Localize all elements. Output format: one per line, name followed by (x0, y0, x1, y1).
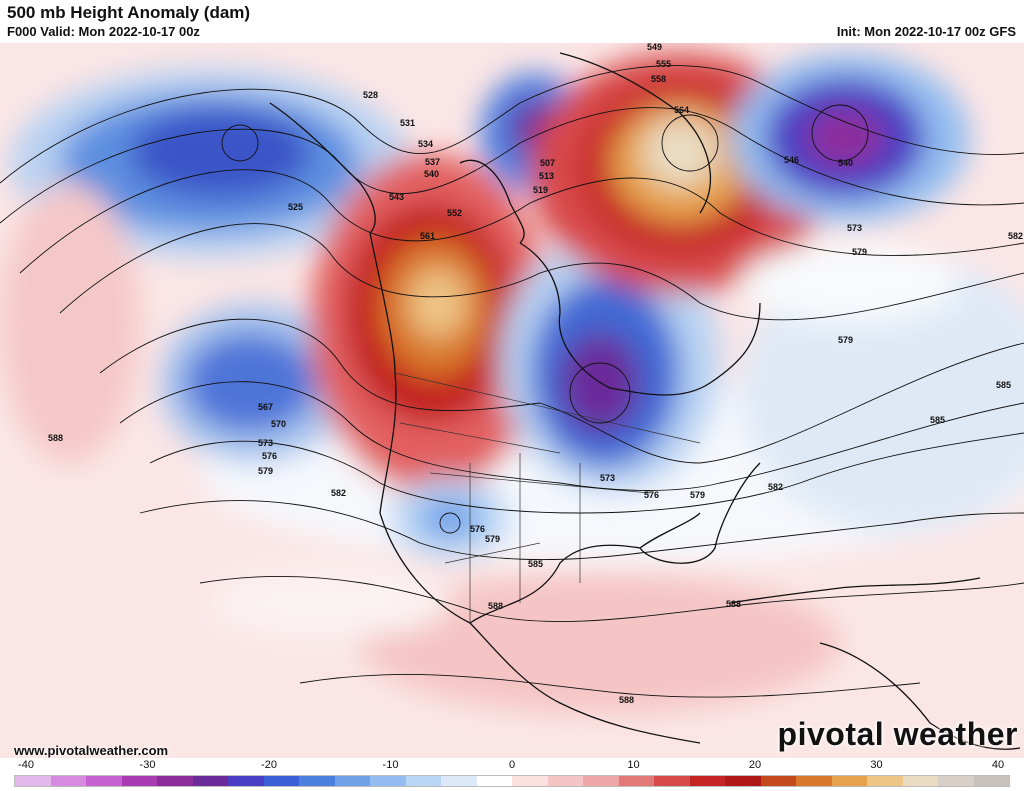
colorbar-segment (157, 776, 193, 786)
contour-label: 588 (619, 695, 634, 705)
contour-label: 540 (838, 158, 853, 168)
colorbar-segment (938, 776, 974, 786)
contour-label: 573 (847, 223, 862, 233)
contour-label: 588 (488, 601, 503, 611)
contour-label: 507 (540, 158, 555, 168)
contour-label: 534 (418, 139, 433, 149)
colorbar-segment (86, 776, 122, 786)
colorbar: -40 -30 -20 -10 0 10 20 30 40 (14, 758, 1010, 791)
contour-label: 567 (258, 402, 273, 412)
contour-label: 549 (647, 43, 662, 52)
contour-label: 555 (656, 59, 671, 69)
init-time: Init: Mon 2022-10-17 00z GFS (836, 24, 1016, 39)
contour-label: 579 (852, 247, 867, 257)
colorbar-segment (867, 776, 903, 786)
colorbar-segment (15, 776, 51, 786)
colorbar-tick-label: 40 (991, 759, 1005, 771)
contour-label: 519 (533, 185, 548, 195)
colorbar-segment (476, 776, 512, 786)
contour-label: 582 (1008, 231, 1023, 241)
contour-label: 570 (271, 419, 286, 429)
colorbar-tick-label: 20 (748, 759, 762, 771)
colorbar-segment (689, 776, 725, 786)
contour-label: 531 (400, 118, 415, 128)
colorbar-tick-label: -30 (139, 759, 156, 771)
colorbar-tick-label: 0 (508, 759, 516, 771)
contour-label: 585 (528, 559, 543, 569)
site-url: www.pivotalweather.com (14, 743, 169, 758)
contour-label: 579 (258, 466, 273, 476)
contour-label: 528 (363, 90, 378, 100)
contour-label: 513 (539, 171, 554, 181)
colorbar-segment (902, 776, 938, 786)
brand-logo: pivotal weather (777, 716, 1018, 752)
colorbar-segment (299, 776, 335, 786)
colorbar-segment (654, 776, 690, 786)
contour-label: 576 (262, 451, 277, 461)
colorbar-tick-label: 30 (870, 759, 883, 771)
valid-time: F000 Valid: Mon 2022-10-17 00z (7, 24, 200, 39)
contour-label: 561 (420, 231, 435, 241)
contour-label: 576 (644, 490, 659, 500)
contour-label: 543 (389, 192, 404, 202)
colorbar-segment (405, 776, 441, 786)
colorbar-segment (760, 776, 796, 786)
contour-label: 582 (331, 488, 346, 498)
contour-label: 537 (425, 157, 440, 167)
colorbar-segment (512, 776, 548, 786)
colorbar-tick-label: -40 (18, 759, 34, 771)
colorbar-segment (831, 776, 867, 786)
contour-label: 546 (784, 155, 799, 165)
contour-label: 585 (996, 380, 1011, 390)
colorbar-segment (441, 776, 477, 786)
colorbar-segment (583, 776, 619, 786)
colorbar-segment (370, 776, 406, 786)
colorbar-segment (725, 776, 761, 786)
contour-label: 573 (600, 473, 615, 483)
colorbar-ticks: -40 -30 -20 -10 0 10 20 30 40 (14, 758, 1010, 774)
map-title: 500 mb Height Anomaly (dam) (7, 3, 251, 22)
contour-label: 579 (690, 490, 705, 500)
contour-label: 582 (768, 482, 783, 492)
contour-label: 579 (838, 335, 853, 345)
header-bar: 500 mb Height Anomaly (dam) F000 Valid: … (0, 0, 1024, 43)
colorbar-segment (796, 776, 832, 786)
contour-label: 588 (48, 433, 63, 443)
coastlines (269, 52, 1021, 750)
colorbar-segment (547, 776, 583, 786)
colorbar-segment (334, 776, 370, 786)
colorbar-tick-label: 10 (627, 759, 640, 771)
contour-label: 579 (485, 534, 500, 544)
contour-label: 585 (930, 415, 945, 425)
colorbar-tick-label: -10 (382, 759, 399, 771)
anomaly-shading (0, 53, 1024, 713)
contour-label: 525 (288, 202, 303, 212)
contour-label: 564 (674, 105, 689, 115)
contour-label: 552 (447, 208, 462, 218)
colorbar-segment (973, 776, 1009, 786)
colorbar-segment (263, 776, 299, 786)
contour-label: 540 (424, 169, 439, 179)
colorbar-segment (618, 776, 654, 786)
colorbar-segment (121, 776, 157, 786)
height-contours (0, 65, 1024, 698)
anomaly-map: 528 531 534 537 540 543 546 549 552 555 … (0, 43, 1024, 758)
contour-label: 576 (470, 524, 485, 534)
contour-label: 573 (258, 438, 273, 448)
contour-label: 588 (726, 599, 741, 609)
contour-labels: 528 531 534 537 540 543 546 549 552 555 … (48, 43, 1023, 705)
contour-label: 558 (651, 74, 666, 84)
colorbar-segment (192, 776, 228, 786)
colorbar-gradient (14, 775, 1010, 787)
colorbar-segment (228, 776, 264, 786)
colorbar-tick-label: -20 (261, 759, 277, 771)
colorbar-segment (50, 776, 86, 786)
